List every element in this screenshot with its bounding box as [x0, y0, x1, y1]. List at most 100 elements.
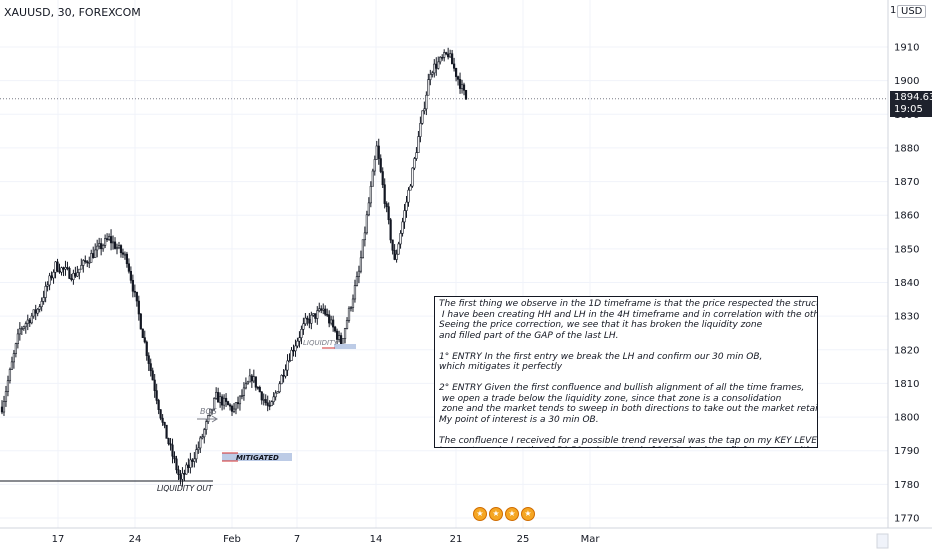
candle-body	[292, 349, 295, 352]
x-tick-label: 25	[517, 534, 530, 545]
candle-body	[171, 444, 174, 457]
currency-selector[interactable]: USD	[897, 5, 927, 18]
candle-body	[153, 379, 156, 391]
candle-body	[334, 326, 337, 332]
candle-body	[284, 369, 287, 377]
candle-body	[266, 402, 269, 406]
candle-body	[316, 310, 319, 319]
candle-body	[107, 236, 111, 240]
candle-body	[425, 94, 428, 110]
candle-body	[56, 261, 59, 272]
candle-body	[441, 56, 444, 59]
candle-body	[10, 361, 14, 370]
current-price-tag: 1894.63 19:05	[890, 91, 932, 117]
candle-body	[435, 63, 438, 69]
candle-body	[149, 363, 152, 372]
candle-body	[74, 273, 77, 277]
candle-body	[141, 328, 144, 338]
candle-body	[454, 68, 458, 77]
candle-body	[44, 286, 47, 298]
candle-body	[159, 409, 162, 419]
candle-body	[240, 395, 244, 397]
y-tick-label: 1870	[894, 177, 919, 188]
y-tick-label: 1790	[894, 446, 919, 457]
candle-body	[256, 386, 259, 389]
liquidity-out-label: LIQUIDITY OUT	[157, 484, 214, 493]
candle-body	[449, 53, 452, 58]
candle-body	[86, 261, 89, 264]
candle-body	[298, 337, 301, 342]
reaction-icon[interactable]: ★	[473, 507, 487, 521]
candle-body	[359, 257, 363, 272]
candle-body	[365, 214, 368, 234]
candle-body	[453, 63, 456, 69]
y-tick-label: 1860	[894, 211, 919, 222]
candle-body	[193, 458, 196, 462]
candle-body	[121, 252, 125, 255]
candle-body	[381, 171, 384, 186]
candle-body	[26, 319, 29, 324]
liquidity-box	[334, 344, 356, 349]
bar-countdown: 19:05	[894, 104, 923, 115]
candle-body	[367, 202, 370, 216]
symbol-title[interactable]: XAUUSD, 30, FOREXCOM	[4, 6, 141, 19]
candle-body	[181, 473, 184, 480]
candle-body	[296, 340, 299, 347]
candle-body	[28, 319, 31, 324]
candle-body	[431, 72, 434, 75]
candle-body	[2, 401, 6, 413]
candle-body	[379, 158, 382, 172]
liquidity-label: LIQUIDITY	[303, 339, 338, 347]
candle-body	[187, 464, 190, 468]
candle-body	[395, 253, 398, 260]
candle-body	[252, 376, 255, 382]
candle-body	[34, 309, 37, 314]
candle-body	[135, 291, 138, 302]
y-tick-label: 1910	[894, 43, 919, 54]
candle-body	[393, 249, 396, 260]
candle-body	[383, 184, 386, 204]
candle-body	[326, 314, 329, 316]
reaction-strip[interactable]: ★ ★ ★ ★	[473, 507, 535, 521]
candle-body	[102, 245, 105, 250]
candle-body	[349, 307, 353, 309]
candle-body	[419, 123, 422, 137]
candle-body	[458, 79, 462, 89]
x-tick-label: Mar	[581, 534, 601, 545]
candle-body	[123, 253, 127, 256]
candle-body	[98, 243, 101, 247]
analysis-note[interactable]: The first thing we observe in the 1D tim…	[434, 296, 818, 448]
candle-body	[213, 398, 216, 410]
x-tick-label: 14	[370, 534, 383, 545]
candle-body	[127, 263, 131, 272]
candle-body	[12, 353, 15, 363]
reaction-icon[interactable]: ★	[505, 507, 519, 521]
candle-body	[254, 376, 257, 388]
candle-body	[401, 221, 404, 234]
candle-body	[391, 239, 394, 251]
candle-body	[4, 391, 8, 402]
candle-body	[167, 438, 170, 445]
candle-body	[389, 219, 392, 241]
y-tick-label: 1800	[894, 413, 919, 424]
candle-body	[42, 297, 45, 302]
candle-body	[209, 409, 212, 416]
candle-body	[361, 239, 364, 259]
candle-body	[0, 406, 4, 413]
candle-body	[201, 436, 204, 439]
annotations: LIQUIDITY OUT BOS MITIGATED LIQUIDITY	[157, 339, 356, 493]
reaction-icon[interactable]: ★	[489, 507, 503, 521]
candle-body	[179, 474, 182, 480]
reaction-icon[interactable]: ★	[521, 507, 535, 521]
candle-body	[260, 391, 263, 401]
candle-body	[462, 84, 466, 91]
candle-body	[310, 314, 313, 324]
candle-body	[70, 278, 73, 280]
candle-body	[437, 61, 440, 69]
x-tick-label: Feb	[223, 534, 241, 545]
mitigated-box	[222, 453, 292, 461]
candle-body	[163, 422, 166, 426]
x-tick-label: 7	[294, 534, 300, 545]
candle-body	[100, 243, 103, 250]
